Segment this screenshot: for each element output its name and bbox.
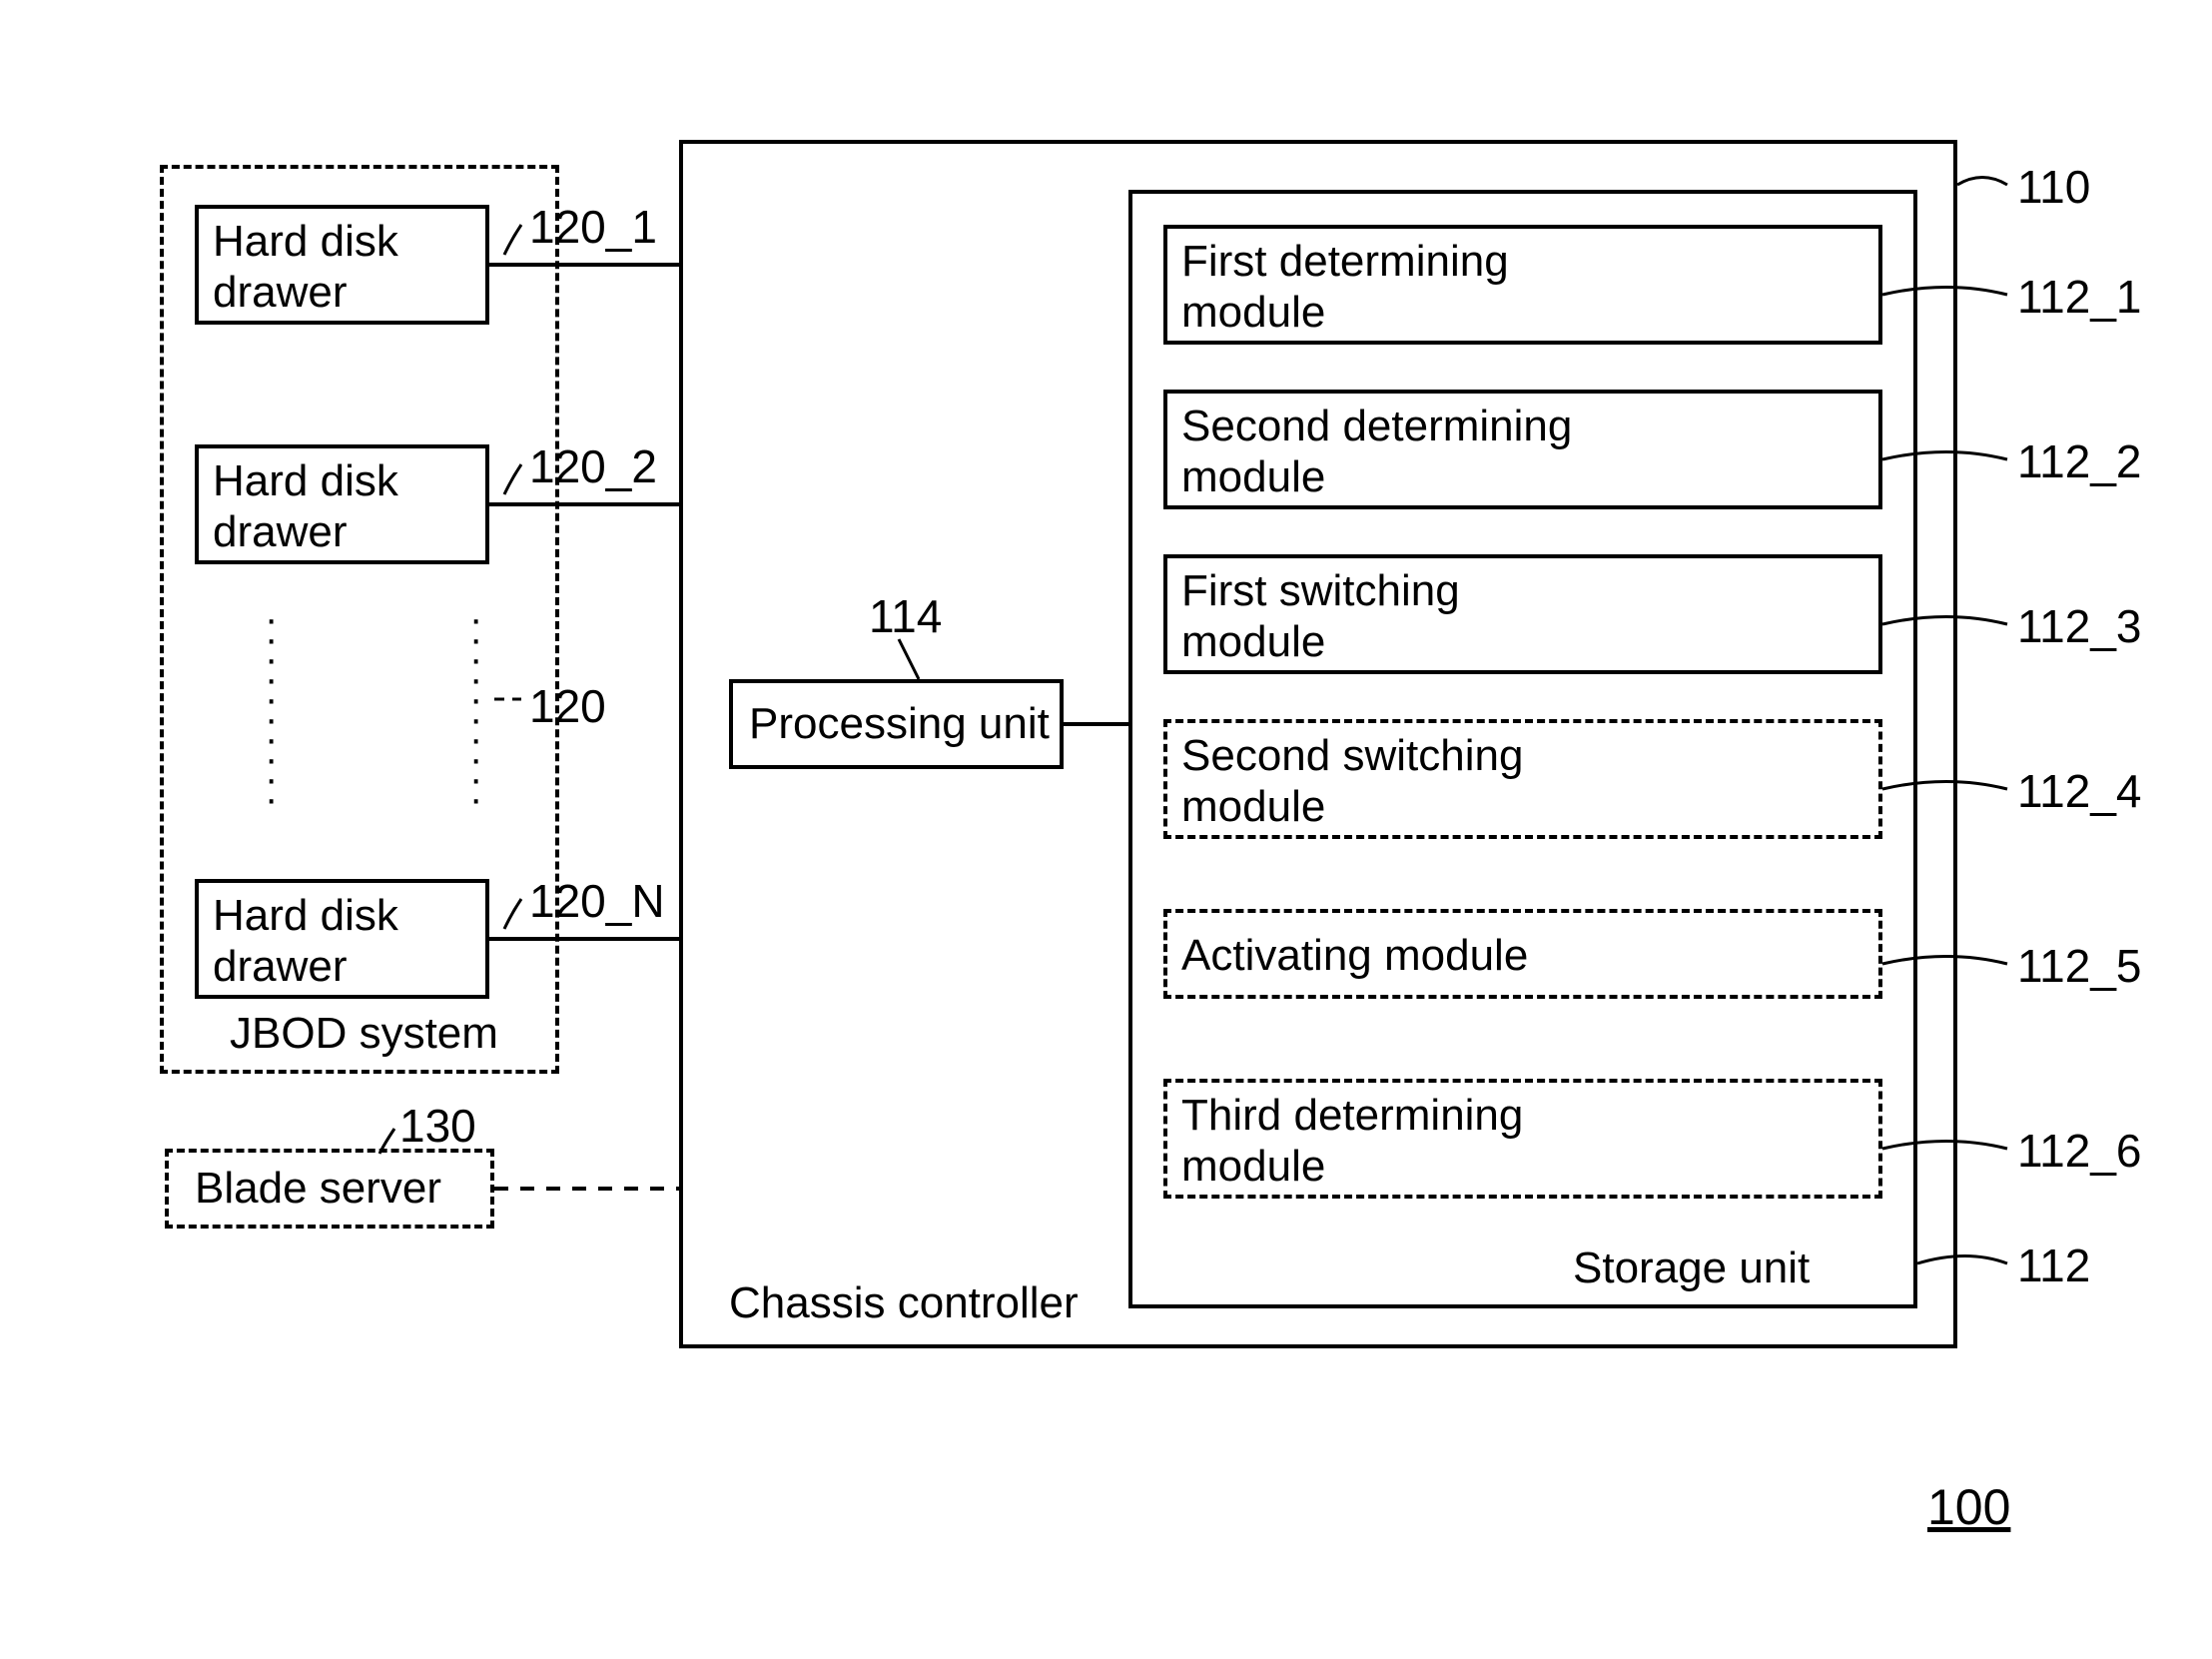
ref-120: 120 (529, 679, 606, 733)
blade-server-label: Blade server (195, 1164, 441, 1215)
dots-left: ·········· (265, 609, 278, 809)
storage-unit-title: Storage unit (1573, 1244, 1810, 1294)
module-1-label: First determining module (1163, 225, 1882, 350)
ref-110: 110 (2017, 160, 2090, 214)
dots-right: ·········· (469, 609, 482, 809)
ref-112-4: 112_4 (2017, 764, 2142, 818)
processing-unit-label: Processing unit (749, 699, 1050, 750)
ref-130: 130 (399, 1099, 476, 1153)
ref-112-5: 112_5 (2017, 939, 2142, 993)
module-4-label: Second switching module (1163, 719, 1882, 844)
ref-120-n: 120_N (529, 874, 665, 928)
module-5-label: Activating module (1163, 919, 1882, 994)
drawer-2-label: Hard disk drawer (195, 444, 489, 569)
diagram-canvas: JBOD system Hard disk drawer Hard disk d… (0, 0, 2212, 1659)
ref-120-1: 120_1 (529, 200, 657, 254)
ref-112: 112 (2017, 1239, 2090, 1292)
ref-112-1: 112_1 (2017, 270, 2142, 324)
jbod-title: JBOD system (230, 1009, 498, 1060)
module-3-label: First switching module (1163, 554, 1882, 679)
ref-120-2: 120_2 (529, 439, 657, 493)
ref-112-6: 112_6 (2017, 1124, 2142, 1178)
chassis-controller-title: Chassis controller (729, 1278, 1079, 1329)
figure-ref: 100 (1927, 1478, 2010, 1536)
ref-112-2: 112_2 (2017, 434, 2142, 488)
processing-unit-ref: 114 (869, 589, 942, 643)
ref-112-3: 112_3 (2017, 599, 2142, 653)
drawer-1-label: Hard disk drawer (195, 205, 489, 330)
drawer-n-label: Hard disk drawer (195, 879, 489, 1004)
module-2-label: Second determining module (1163, 390, 1882, 514)
module-6-label: Third determining module (1163, 1079, 1882, 1204)
